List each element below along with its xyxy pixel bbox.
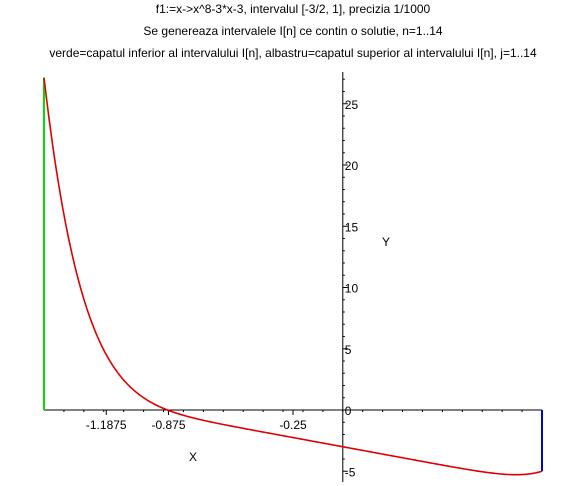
y-tick-label: 15 — [345, 220, 359, 234]
chart-title-line-1: f1:=x->x^8-3*x-3, intervalul [-3/2, 1], … — [155, 2, 431, 16]
axis-labels: XY — [189, 235, 390, 464]
y-tick-label: -5 — [345, 465, 356, 479]
y-tick-label: 10 — [345, 282, 359, 296]
x-tick-label: -1.1875 — [86, 418, 127, 432]
y-tick-label: 20 — [345, 159, 359, 173]
series — [43, 77, 543, 476]
y-tick-label: 25 — [345, 98, 359, 112]
function-curve — [43, 77, 543, 476]
ticks: -1.1875 -0.875 -0.25 -5 0 5 10 15 20 25 — [63, 78, 523, 479]
x-tick-label: -0.875 — [151, 418, 185, 432]
y-tick-label: 5 — [345, 343, 352, 357]
chart-title-line-3: verde=capatul inferior al intervalului I… — [49, 46, 537, 60]
x-tick-label: -0.25 — [279, 418, 307, 432]
y-tick-label: 0 — [345, 404, 352, 418]
x-axis-label: X — [189, 450, 197, 464]
y-axis-label: Y — [382, 235, 390, 249]
chart-title-line-2: Se genereaza intervalele I[n] ce contin … — [143, 24, 443, 38]
